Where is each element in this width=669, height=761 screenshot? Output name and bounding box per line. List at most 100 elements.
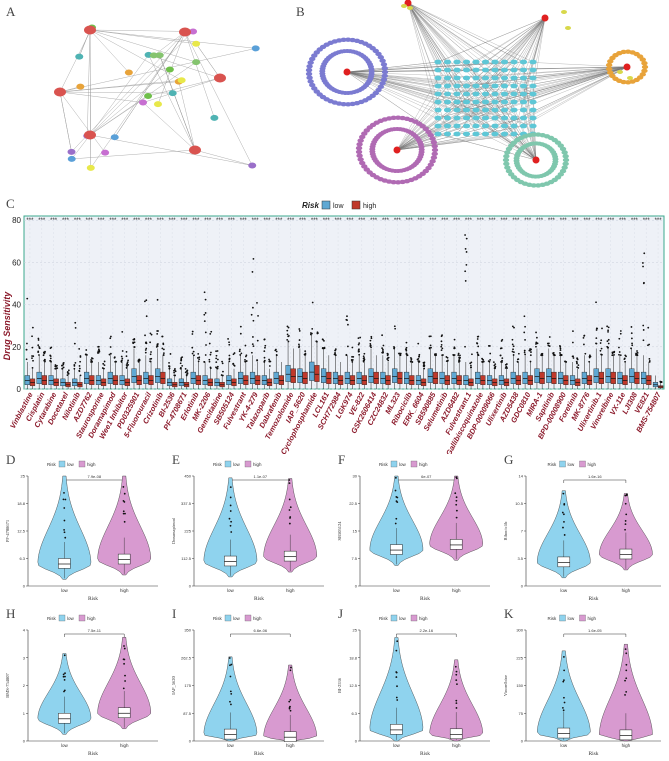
outlier-point xyxy=(62,673,65,676)
outlier-point xyxy=(256,359,258,361)
outlier-point xyxy=(169,353,172,355)
network-edge xyxy=(59,80,182,93)
outlier-point xyxy=(149,358,152,360)
y-tick-label: 10.5 xyxy=(515,501,524,506)
outlier-point xyxy=(562,492,565,495)
box-low xyxy=(569,375,576,385)
outlier-point xyxy=(289,709,292,712)
box-high xyxy=(302,371,308,384)
box-low xyxy=(510,371,516,384)
outlier-point xyxy=(572,357,575,359)
outlier-point xyxy=(257,314,259,317)
network-node xyxy=(434,67,442,73)
network-edge xyxy=(346,71,439,111)
network-node xyxy=(418,147,425,152)
box-high xyxy=(112,375,119,385)
x-tick-label: high xyxy=(120,588,129,593)
legend-high-swatch xyxy=(410,460,418,468)
network-node xyxy=(453,75,461,81)
outlier-point xyxy=(524,338,526,341)
outlier-point xyxy=(563,679,565,682)
outlier-point xyxy=(345,318,348,321)
outlier-point xyxy=(395,696,398,699)
outlier-point xyxy=(572,330,574,333)
x-tick-label: high xyxy=(286,588,295,593)
outlier-point xyxy=(455,496,458,499)
outlier-point xyxy=(560,354,563,357)
outlier-point xyxy=(362,360,365,363)
network-edge xyxy=(407,2,477,71)
network-edge xyxy=(89,31,194,136)
outlier-point xyxy=(228,341,230,344)
network-node xyxy=(434,83,442,89)
box-high xyxy=(117,553,131,565)
outlier-point xyxy=(49,354,52,357)
network-edge xyxy=(523,85,537,161)
outlier-point xyxy=(470,364,472,367)
outlier-point xyxy=(445,356,448,358)
network-node xyxy=(472,59,480,65)
network-node xyxy=(500,59,509,65)
outlier-point xyxy=(576,362,578,365)
outlier-point xyxy=(524,353,527,356)
outlier-point xyxy=(457,352,460,355)
legend-low-swatch xyxy=(58,614,66,622)
outlier-point xyxy=(168,361,170,364)
box-high xyxy=(527,375,533,385)
network-node xyxy=(491,67,499,73)
network-node xyxy=(434,131,442,137)
network-node xyxy=(462,99,471,105)
significance-label: *** xyxy=(453,218,461,224)
x-tick-label: low xyxy=(393,588,401,593)
outlier-point xyxy=(123,645,125,647)
outlier-point xyxy=(37,344,40,347)
outlier-point xyxy=(31,326,34,329)
outlier-point xyxy=(221,360,223,363)
network-node xyxy=(519,99,528,105)
legend-low-swatch xyxy=(559,614,566,622)
box-low xyxy=(84,371,90,384)
outlier-point xyxy=(54,364,57,366)
network-node xyxy=(472,115,480,121)
legend-title: Risk xyxy=(302,201,319,210)
significance-label: *** xyxy=(263,218,271,224)
box-low xyxy=(36,371,42,384)
network-node xyxy=(481,59,490,65)
outlier-point xyxy=(562,513,565,516)
x-axis-label: Risk xyxy=(588,751,598,757)
x-axis-label: Risk xyxy=(254,596,264,602)
network-node xyxy=(427,162,435,167)
significance-label: *** xyxy=(489,218,497,224)
box-low xyxy=(629,368,635,383)
outlier-point xyxy=(197,352,200,355)
outlier-point xyxy=(133,346,136,348)
network-edge xyxy=(89,29,182,81)
outlier-point xyxy=(61,367,64,370)
outlier-point xyxy=(244,358,246,361)
y-tick-label: 15 xyxy=(353,529,358,534)
significance-label: *** xyxy=(335,218,343,224)
outlier-point xyxy=(458,356,461,359)
box-low xyxy=(557,727,571,739)
outlier-point xyxy=(631,344,634,347)
outlier-point xyxy=(185,370,188,373)
outlier-point xyxy=(63,491,65,494)
network-node xyxy=(519,59,528,65)
network-edge xyxy=(407,2,486,127)
outlier-point xyxy=(457,354,460,357)
outlier-point xyxy=(90,359,92,361)
outlier-point xyxy=(572,355,575,358)
outlier-point xyxy=(263,360,266,363)
network-edge xyxy=(466,125,537,161)
outlier-point xyxy=(173,374,176,377)
y-axis-label: IAP_5620 xyxy=(171,676,176,695)
network-edge xyxy=(178,81,196,151)
network-edge xyxy=(396,133,496,151)
network-edge xyxy=(494,66,628,103)
box-high xyxy=(117,707,131,718)
network-edge xyxy=(89,69,171,136)
legend-high-label: high xyxy=(588,616,597,621)
outlier-point xyxy=(323,339,325,342)
network-node xyxy=(443,75,452,81)
outlier-point xyxy=(595,337,598,340)
